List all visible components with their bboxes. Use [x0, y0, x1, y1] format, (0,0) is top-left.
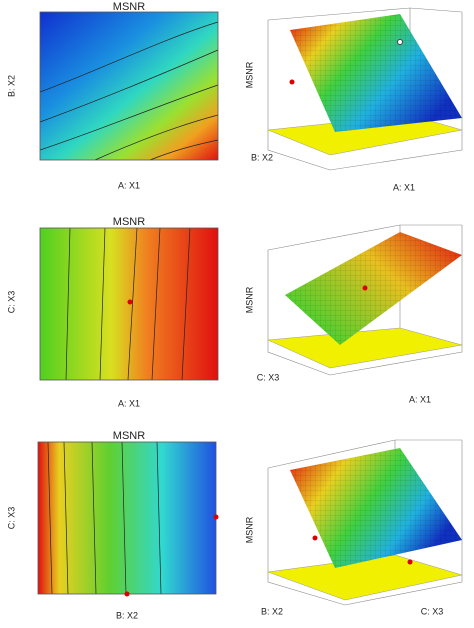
- surface-panel: MSNR C: X3 A: X1: [244, 224, 463, 404]
- floor: [267, 327, 463, 369]
- panel-title: MSNR: [113, 1, 145, 13]
- design-point: [312, 535, 318, 541]
- contour-line: [47, 441, 162, 595]
- design-point: [127, 299, 133, 305]
- z-axis-label: MSNR: [244, 516, 254, 543]
- contour-panel: MSNR A: X1 C: X3: [6, 216, 219, 408]
- x-axis-label: B: X2: [116, 610, 138, 620]
- surface-panel: MSNR B: X2 C: X3: [244, 439, 463, 616]
- y-axis-label: C: X3: [257, 372, 280, 382]
- surface-mesh: [290, 14, 462, 132]
- x-axis-label: A: X1: [409, 394, 431, 404]
- z-axis-label: MSNR: [244, 286, 254, 313]
- surface-mesh: [285, 232, 462, 345]
- surface-mesh: [290, 448, 462, 568]
- y-axis-label: B: X2: [251, 152, 273, 162]
- y-axis-label: C: X3: [6, 507, 16, 530]
- design-point: [407, 559, 413, 565]
- y-axis-label: B: X2: [261, 606, 283, 616]
- contour-line: [65, 227, 191, 381]
- design-point: [362, 285, 368, 291]
- design-point: [289, 79, 295, 85]
- contour-fill: [40, 12, 218, 160]
- x-axis-label: C: X3: [421, 606, 444, 616]
- design-point: [124, 591, 130, 597]
- panel-title: MSNR: [113, 430, 145, 442]
- surface-panel: MSNR B: X2 A: X1: [244, 7, 463, 192]
- y-axis-label: C: X3: [6, 291, 16, 314]
- plot-frame: [39, 11, 219, 161]
- x-axis-label: A: X1: [118, 398, 140, 408]
- floor: [267, 554, 463, 601]
- design-point: [397, 39, 403, 45]
- design-point: [213, 514, 219, 520]
- plot-frame: [39, 227, 219, 381]
- z-axis-label: MSNR: [244, 61, 254, 88]
- y-axis-label: B: X2: [6, 75, 16, 97]
- contour-line: [39, 21, 219, 161]
- x-axis-label: A: X1: [118, 180, 140, 190]
- panel-title: MSNR: [113, 216, 145, 228]
- x-axis-label: A: X1: [393, 182, 415, 192]
- contour-panel: MSNR A: X1 B: X2: [6, 1, 219, 190]
- contour-panel: MSNR B: X2 C: X3: [6, 430, 219, 620]
